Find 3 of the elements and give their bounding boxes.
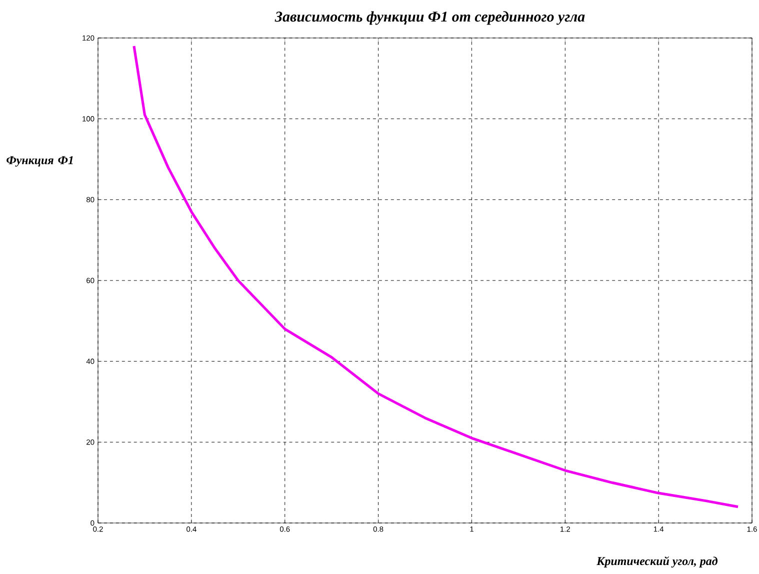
y-axis-title: Функция Ф1 [6, 156, 73, 167]
chart-title: Зависимость функции Ф1 от серединного угла [274, 11, 585, 25]
x-axis-title: Критический угол, рад [596, 556, 718, 568]
